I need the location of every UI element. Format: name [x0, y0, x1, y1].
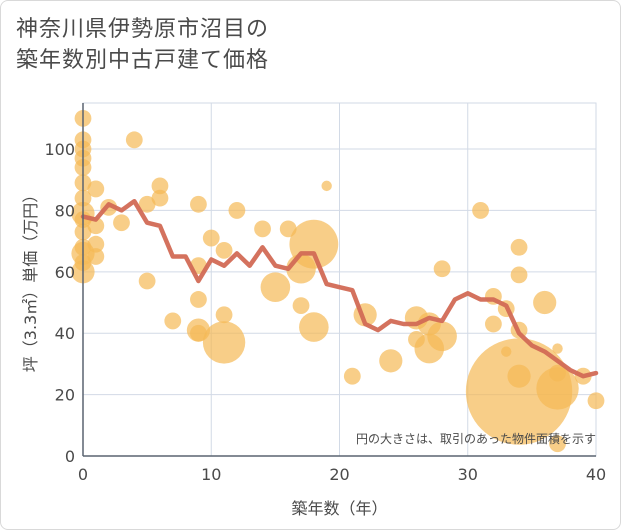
- bubble-point: [202, 321, 246, 364]
- bubble-point: [190, 291, 207, 308]
- chart-title-line-1: 神奈川県伊勢原市沼目の: [16, 17, 270, 42]
- x-tick-label: 30: [458, 465, 478, 484]
- bubble-point: [228, 202, 246, 219]
- bubble-point: [113, 214, 130, 232]
- bubble-point: [215, 241, 233, 259]
- y-axis-label: 坪（3.3㎡）単価（万円）: [21, 187, 40, 372]
- bubble-point: [190, 324, 207, 342]
- y-tick-label: 60: [55, 263, 75, 282]
- bubble-series: [71, 109, 605, 453]
- x-tick-label: 20: [329, 465, 349, 484]
- y-tick-label: 40: [55, 324, 75, 343]
- bubble-point: [254, 220, 271, 238]
- bubble-point: [164, 312, 182, 330]
- bubble-point: [260, 272, 291, 302]
- bubble-point: [151, 189, 169, 207]
- bubble-point: [190, 195, 207, 213]
- size-legend-note: 円の大きさは、取引のあった物件面積を示す: [356, 431, 596, 446]
- bubble-point: [510, 238, 528, 256]
- bubble-point: [343, 367, 361, 385]
- bubble-point: [510, 266, 528, 284]
- bubble-point: [299, 312, 329, 342]
- bubble-point: [87, 180, 105, 198]
- bubble-point: [87, 235, 105, 253]
- y-tick-label: 20: [55, 386, 75, 405]
- bubble-point: [465, 338, 573, 445]
- bubble-point: [289, 219, 339, 269]
- average-line-series: [80, 198, 599, 379]
- x-tick-label: 10: [201, 465, 221, 484]
- bubble-point: [587, 392, 605, 410]
- bubble-point: [379, 349, 403, 373]
- bubble-point: [138, 195, 156, 213]
- chart-title: 神奈川県伊勢原市沼目の 築年数別中古戸建て価格: [16, 14, 269, 76]
- bubble-point: [321, 180, 332, 192]
- bubble-point: [125, 131, 143, 149]
- average-price-line: [80, 198, 599, 379]
- x-tick-label: 0: [78, 465, 88, 484]
- axes: 0 20 40 60 80 100 0 10 20 30 40: [44, 103, 606, 484]
- bubble-point: [151, 177, 169, 195]
- bubble-point: [552, 343, 563, 354]
- bubble-point: [202, 229, 220, 247]
- bubble-point: [87, 217, 105, 235]
- bubble-point: [507, 364, 531, 388]
- y-tick-label: 100: [44, 140, 75, 159]
- x-axis-label: 築年数（年）: [291, 499, 387, 518]
- bubble-point: [427, 321, 457, 352]
- y-tick-label: 80: [55, 201, 75, 220]
- bubble-point: [87, 248, 105, 265]
- y-tick-label: 0: [65, 447, 75, 466]
- bubble-point: [433, 260, 451, 278]
- bubble-point: [549, 364, 566, 382]
- bubble-point: [536, 367, 579, 410]
- bubble-point: [215, 306, 233, 324]
- x-tick-label: 40: [586, 465, 606, 484]
- bubble-point: [472, 202, 489, 219]
- bubble-point: [292, 297, 310, 314]
- chart-title-line-2: 築年数別中古戸建て価格: [16, 48, 270, 73]
- bubble-point: [138, 272, 156, 290]
- bubble-point: [549, 435, 566, 453]
- bubble-point: [533, 290, 557, 315]
- bubble-point: [485, 315, 502, 333]
